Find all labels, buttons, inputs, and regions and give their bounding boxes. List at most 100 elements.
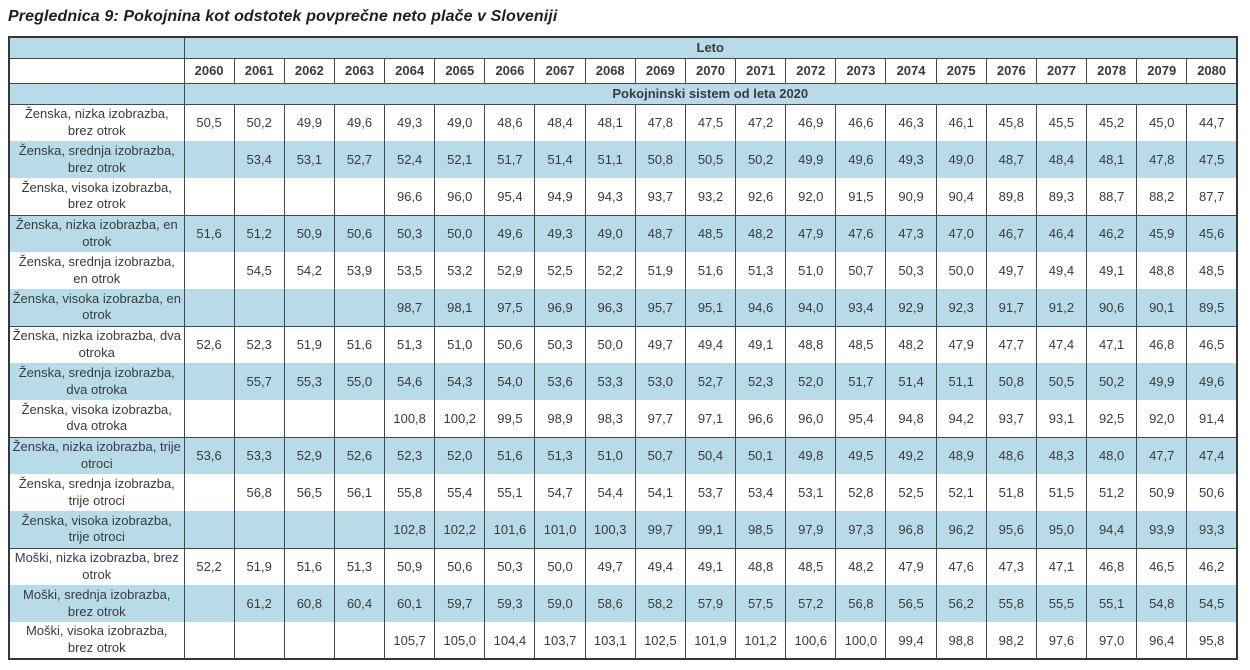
value-cell	[233, 400, 285, 438]
value-cell: 47,1	[1035, 548, 1087, 585]
value-cell: 51,1	[935, 363, 987, 400]
value-cell: 55,1	[484, 474, 535, 511]
value-cell: 46,2	[1086, 215, 1137, 252]
value-cell: 45,8	[985, 104, 1037, 141]
value-cell: 102,5	[634, 622, 686, 659]
value-cell: 48,8	[735, 548, 786, 585]
value-cell: 45,6	[1186, 215, 1237, 252]
value-cell: 49,5	[835, 437, 886, 474]
value-cell: 51,3	[735, 252, 786, 289]
value-cell: 51,1	[584, 141, 636, 178]
value-cell: 49,7	[584, 548, 636, 585]
value-cell: 53,6	[534, 363, 586, 400]
value-cell: 98,1	[434, 289, 485, 327]
value-cell: 50,0	[434, 215, 485, 252]
value-cell: 52,9	[283, 437, 335, 474]
value-cell	[333, 289, 385, 327]
value-cell: 51,9	[283, 326, 335, 363]
value-cell: 100,6	[785, 622, 836, 659]
value-cell: 100,3	[584, 511, 636, 549]
value-cell	[283, 178, 335, 216]
value-cell: 50,2	[1086, 363, 1137, 400]
value-cell: 91,5	[835, 178, 886, 216]
value-cell: 47,9	[785, 215, 836, 252]
value-cell: 55,0	[333, 363, 385, 400]
value-cell: 51,3	[534, 437, 586, 474]
value-cell: 55,3	[283, 363, 335, 400]
value-cell: 53,4	[735, 474, 786, 511]
value-cell: 56,2	[935, 585, 987, 622]
value-cell: 51,4	[885, 363, 937, 400]
value-cell: 48,6	[484, 104, 535, 141]
value-cell: 53,1	[785, 474, 836, 511]
row-label: Ženska, srednja izobrazba, dva otroka	[9, 363, 184, 400]
value-cell: 95,0	[1035, 511, 1087, 549]
value-cell: 52,3	[735, 363, 786, 400]
table-row: Moški, nizka izobrazba, brez otrok 52,2 51…	[9, 548, 1237, 585]
year-cell: 2060	[183, 58, 235, 84]
value-cell: 89,5	[1186, 289, 1237, 327]
value-cell: 47,4	[1035, 326, 1087, 363]
year-cell: 2074	[885, 58, 937, 84]
value-cell: 52,2	[584, 252, 636, 289]
table-row: Ženska, srednja izobrazba, trije otroci 5…	[9, 474, 1237, 511]
row-label: Ženska, srednja izobrazba, trije otroci	[18, 475, 175, 508]
row-label: Ženska, visoka izobrazba, en otrok	[9, 289, 184, 327]
value-cell: 48,3	[1035, 437, 1087, 474]
value-cell	[183, 252, 235, 289]
value-cell: 53,7	[684, 474, 736, 511]
value-cell: 93,1	[1035, 400, 1087, 438]
year-cell: 2071	[735, 58, 786, 84]
value-cell: 52,5	[534, 252, 586, 289]
value-cell	[233, 511, 285, 549]
value-cell: 49,3	[534, 215, 586, 252]
value-cell: 57,2	[785, 585, 836, 622]
value-cell: 60,8	[283, 585, 335, 622]
value-cell: 92,9	[885, 289, 937, 327]
value-cell: 49,1	[735, 326, 786, 363]
table-row: Ženska, visoka izobrazba, trije otroci 10…	[9, 511, 1237, 549]
value-cell	[283, 289, 335, 327]
value-cell: 53,5	[384, 252, 435, 289]
value-cell	[183, 289, 235, 327]
value-cell: 46,7	[985, 215, 1037, 252]
value-cell: 94,9	[534, 178, 586, 216]
year-cell: 2076	[985, 58, 1037, 84]
value-cell	[333, 622, 385, 659]
value-cell: 54,2	[283, 252, 335, 289]
value-cell: 44,7	[1186, 104, 1237, 141]
value-cell: 50,6	[434, 548, 485, 585]
value-cell: 48,2	[835, 548, 886, 585]
table-row: Ženska, visoka izobrazba, dva otroka 100,…	[9, 400, 1237, 438]
value-cell: 58,6	[584, 585, 636, 622]
value-cell: 51,7	[484, 141, 535, 178]
value-cell: 53,2	[434, 252, 485, 289]
value-cell: 52,8	[835, 474, 886, 511]
value-cell	[183, 400, 235, 438]
value-cell: 50,5	[684, 141, 736, 178]
value-cell: 47,8	[1136, 141, 1187, 178]
value-cell	[183, 622, 235, 659]
value-cell: 51,3	[384, 326, 435, 363]
value-cell: 101,6	[484, 511, 535, 549]
row-label: Ženska, srednja izobrazba, en otrok	[18, 253, 175, 286]
value-cell: 95,6	[985, 511, 1037, 549]
value-cell: 54,6	[384, 363, 435, 400]
years-row: 2060 2061 2062 2063 2064 2065 2066 2067 2068 2069…	[9, 58, 1237, 84]
value-cell: 48,8	[785, 326, 836, 363]
value-cell: 50,8	[634, 141, 686, 178]
value-cell: 47,1	[1086, 326, 1137, 363]
value-cell: 48,9	[935, 437, 987, 474]
value-cell: 98,7	[384, 289, 435, 327]
value-cell	[283, 400, 335, 438]
value-cell: 51,2	[233, 215, 285, 252]
year-cell: 2063	[333, 58, 385, 84]
year-cell: 2066	[484, 58, 535, 84]
value-cell: 48,5	[835, 326, 886, 363]
value-cell	[183, 585, 235, 622]
year-cell: 2068	[584, 58, 636, 84]
value-cell: 55,7	[233, 363, 285, 400]
value-cell: 52,7	[684, 363, 736, 400]
value-cell: 49,6	[484, 215, 535, 252]
